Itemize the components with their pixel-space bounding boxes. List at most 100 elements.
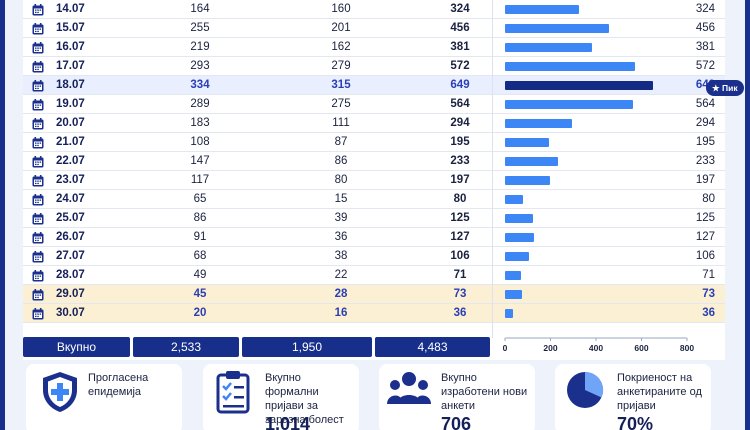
bar	[505, 5, 579, 14]
calendar-icon	[32, 269, 44, 282]
total-cell: 125	[450, 212, 470, 224]
people-group-icon	[387, 370, 431, 415]
table-row: 15.07 255 201 456 456	[23, 19, 725, 38]
calendar-icon	[32, 250, 44, 263]
calendar-icon	[32, 307, 44, 320]
bar	[505, 81, 653, 90]
date-cell: 19.07	[56, 98, 85, 110]
total-cell: 80	[453, 193, 467, 205]
value-1-cell: 219	[190, 41, 210, 53]
bar	[505, 119, 572, 128]
bar-value-label: 106	[695, 250, 715, 262]
date-cell: 17.07	[56, 60, 85, 72]
calendar-icon	[32, 3, 44, 16]
value-1-cell: 68	[193, 250, 207, 262]
x-axis: 0 200 400 600 800	[503, 337, 694, 353]
clipboard-list-icon	[215, 370, 251, 419]
calendar-icon	[32, 41, 44, 54]
bar	[505, 43, 592, 52]
tile-label: Прогласена епидемија	[88, 372, 149, 398]
value-1-cell: 49	[193, 269, 207, 281]
value-2-cell: 162	[331, 41, 351, 53]
value-1-cell: 20	[193, 307, 207, 319]
calendar-icon	[32, 22, 44, 35]
bar	[505, 138, 550, 147]
table-row: 22.07 147 86 233 233	[23, 152, 725, 171]
date-cell: 14.07	[56, 3, 85, 15]
bar	[505, 252, 530, 261]
bar-value-label: 125	[695, 212, 715, 224]
total-cell: 233	[450, 155, 470, 167]
value-1-cell: 86	[193, 212, 207, 224]
bar	[505, 233, 534, 242]
date-cell: 25.07	[56, 212, 85, 224]
tile-label: Вкупно формални пријави за заразна болес…	[265, 372, 344, 426]
tile-label: Покриеност на анкетираните од пријави	[617, 372, 702, 412]
bar-value-label: 73	[702, 288, 715, 300]
summary-tile: Покриеност на анкетираните од пријави 70%	[555, 364, 711, 430]
x-tick-label: 600	[634, 343, 648, 353]
value-1-cell: 293	[190, 60, 210, 72]
right-frame-bar	[745, 0, 750, 430]
value-2-cell: 160	[331, 3, 351, 15]
value-2-cell: 315	[331, 79, 351, 91]
calendar-icon	[32, 79, 44, 92]
x-tick-label: 200	[543, 343, 557, 353]
table-row: 26.07 91 36 127 127	[23, 228, 725, 247]
value-1-cell: 255	[190, 22, 210, 34]
value-1-cell: 65	[193, 193, 207, 205]
total-cell: 294	[450, 117, 470, 129]
value-2-cell: 15	[334, 193, 348, 205]
table-row: 21.07 108 87 195 195	[23, 133, 725, 152]
value-2-cell: 16	[334, 307, 348, 319]
total-label: Вкупно	[23, 337, 130, 357]
table-row: 20.07 183 111 294 294	[23, 114, 725, 133]
bar-value-label: 294	[695, 117, 715, 129]
value-2-cell: 80	[334, 174, 348, 186]
calendar-icon	[32, 288, 44, 301]
table-row: 19.07 289 275 564 564	[23, 95, 725, 114]
table-row: 24.07 65 15 80 80	[23, 190, 725, 209]
value-1-cell: 108	[190, 136, 210, 148]
calendar-icon	[32, 231, 44, 244]
bar-value-label: 324	[695, 3, 715, 15]
value-1-cell: 183	[190, 117, 210, 129]
bar-value-label: 197	[695, 174, 715, 186]
date-cell: 24.07	[56, 193, 85, 205]
peak-badge-label: Пик	[721, 83, 738, 93]
date-cell: 18.07	[56, 79, 85, 91]
value-2-cell: 87	[334, 136, 348, 148]
value-2-cell: 275	[331, 98, 351, 110]
table-row: 29.07 45 28 73 73	[23, 285, 725, 304]
shield-cross-icon	[40, 370, 80, 419]
summary-tile: Вкупно изработени нови анкети 706	[379, 364, 535, 430]
bar-value-label: 80	[702, 193, 715, 205]
x-tick-label: 400	[589, 343, 603, 353]
value-2-cell: 279	[331, 60, 351, 72]
value-1-cell: 164	[190, 3, 210, 15]
bar-value-label: 456	[695, 22, 715, 34]
bar-column-divider	[492, 0, 493, 338]
value-2-cell: 28	[334, 288, 348, 300]
date-cell: 29.07	[56, 288, 85, 300]
total-cell: 197	[450, 174, 470, 186]
summary-tile: Вкупно формални пријави за заразна болес…	[203, 364, 359, 430]
value-2-cell: 38	[334, 250, 348, 262]
table-row: 18.07334315649649	[23, 76, 725, 95]
value-1-cell: 117	[190, 174, 210, 186]
total-cell: 71	[453, 269, 467, 281]
value-1-cell: 45	[193, 288, 207, 300]
bar	[505, 100, 634, 109]
calendar-icon	[32, 174, 44, 187]
value-2-cell: 201	[331, 22, 351, 34]
calendar-icon	[32, 60, 44, 73]
bar	[505, 157, 558, 166]
table-row: 16.07 219 162 381 381	[23, 38, 725, 57]
value-1-cell: 334	[190, 79, 210, 91]
tile-label: Вкупно изработени нови анкети	[441, 372, 528, 412]
bar-value-label: 127	[695, 231, 715, 243]
total-col-3: 4,483	[375, 337, 490, 357]
total-cell: 381	[450, 41, 470, 53]
total-col-2: 1,950	[242, 337, 372, 357]
bar	[505, 309, 514, 318]
